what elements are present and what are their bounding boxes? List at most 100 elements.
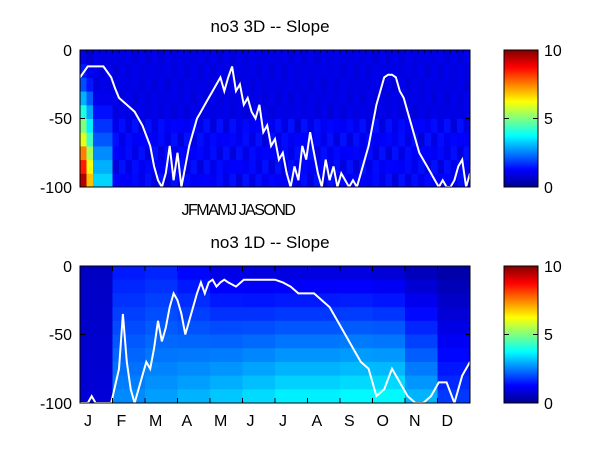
heatmap-cell (340, 132, 347, 147)
heatmap-cell (301, 77, 308, 92)
heatmap-cell (158, 159, 165, 174)
heatmap-cell (294, 104, 302, 119)
heatmap-cell (80, 389, 113, 403)
heatmap-cell (216, 173, 224, 187)
heatmap-cell (210, 118, 217, 133)
heatmap-cell (106, 50, 113, 65)
heatmap-cell (281, 173, 289, 187)
heatmap-cell (411, 77, 419, 92)
heatmap-cell (450, 50, 458, 65)
heatmap-cell (112, 266, 146, 281)
heatmap-cell (307, 50, 315, 65)
heatmap-cell (164, 173, 172, 187)
heatmap-cell (463, 132, 470, 147)
heatmap-cell (288, 104, 295, 119)
heatmap-cell (262, 77, 269, 92)
heatmap-cell (184, 63, 191, 78)
heatmap-cell (210, 77, 217, 92)
heatmap-cell (249, 132, 256, 147)
heatmap-cell (307, 145, 315, 161)
heatmap-cell (353, 159, 360, 174)
heatmap-cell (392, 145, 399, 161)
heatmap-cell (405, 50, 412, 65)
heatmap-cell (385, 173, 393, 187)
heatmap-cell (359, 173, 367, 187)
heatmap-cell (268, 159, 276, 174)
heatmap-cell (372, 132, 380, 147)
heatmap-cell (268, 104, 276, 119)
heatmap-cell (184, 77, 191, 92)
heatmap-cell (275, 348, 308, 363)
x-tick-label: A (182, 413, 193, 430)
heatmap-cell (398, 173, 406, 187)
heatmap-cell (203, 63, 211, 78)
heatmap-cell (418, 91, 425, 106)
heatmap-cell (294, 118, 302, 133)
heatmap-cell (112, 50, 120, 65)
heatmap-cell (255, 132, 263, 147)
heatmap-cell (301, 159, 308, 174)
heatmap-cell (281, 50, 289, 65)
heatmap-cell (372, 77, 380, 92)
heatmap-cell (333, 63, 341, 78)
heatmap-cell (307, 104, 315, 119)
heatmap-cell (340, 334, 373, 349)
heatmap-cell (86, 173, 94, 187)
heatmap-cell (353, 63, 360, 78)
heatmap-cell (398, 104, 406, 119)
heatmap-cell (93, 132, 100, 147)
heatmap-cell (327, 63, 334, 78)
heatmap-cell (437, 132, 445, 147)
heatmap-cell (242, 334, 276, 349)
heatmap-cell (203, 50, 211, 65)
heatmap-cell (125, 173, 133, 187)
heatmap-cell (177, 104, 185, 119)
heatmap-cell (392, 132, 399, 147)
heatmap-cell (320, 91, 328, 106)
heatmap-cell (320, 77, 328, 92)
heatmap-cell (145, 50, 152, 65)
heatmap-cell (359, 104, 367, 119)
heatmap-cell (229, 145, 237, 161)
heatmap-cell (463, 63, 470, 78)
heatmap-cell (405, 173, 412, 187)
heatmap-cell (119, 173, 126, 187)
heatmap-cell (385, 77, 393, 92)
heatmap-cell (463, 173, 470, 187)
heatmap-cell (385, 50, 393, 65)
heatmap-cell (307, 159, 315, 174)
heatmap-cell (184, 132, 191, 147)
heatmap-cell (125, 159, 133, 174)
heatmap-cell (210, 348, 243, 363)
heatmap-cell (236, 159, 243, 174)
heatmap-cell (372, 293, 406, 308)
heatmap-cell (346, 132, 354, 147)
heatmap-cell (99, 50, 107, 65)
heatmap-cell (158, 91, 165, 106)
heatmap-cell (151, 50, 159, 65)
heatmap-cell (223, 173, 230, 187)
heatmap-cell (145, 63, 152, 78)
heatmap-cell (463, 50, 470, 65)
heatmap-cell (112, 104, 120, 119)
heatmap-cell (236, 50, 243, 65)
heatmap-cell (340, 118, 347, 133)
heatmap-cell (151, 91, 159, 106)
heatmap-cell (106, 145, 113, 161)
heatmap-cell (437, 320, 470, 335)
heatmap-cell (164, 132, 172, 147)
heatmap-cell (346, 91, 354, 106)
heatmap-cell (197, 63, 204, 78)
heatmap-cell (405, 389, 438, 403)
heatmap-cell (249, 145, 256, 161)
heatmap-cell (210, 132, 217, 147)
heatmap-cell (327, 104, 334, 119)
heatmap-cell (392, 50, 399, 65)
heatmap-cell (112, 63, 120, 78)
heatmap-cell (444, 145, 451, 161)
heatmap-cell (242, 50, 250, 65)
heatmap-cell (320, 63, 328, 78)
heatmap-cell (223, 118, 230, 133)
heatmap-cell (223, 91, 230, 106)
